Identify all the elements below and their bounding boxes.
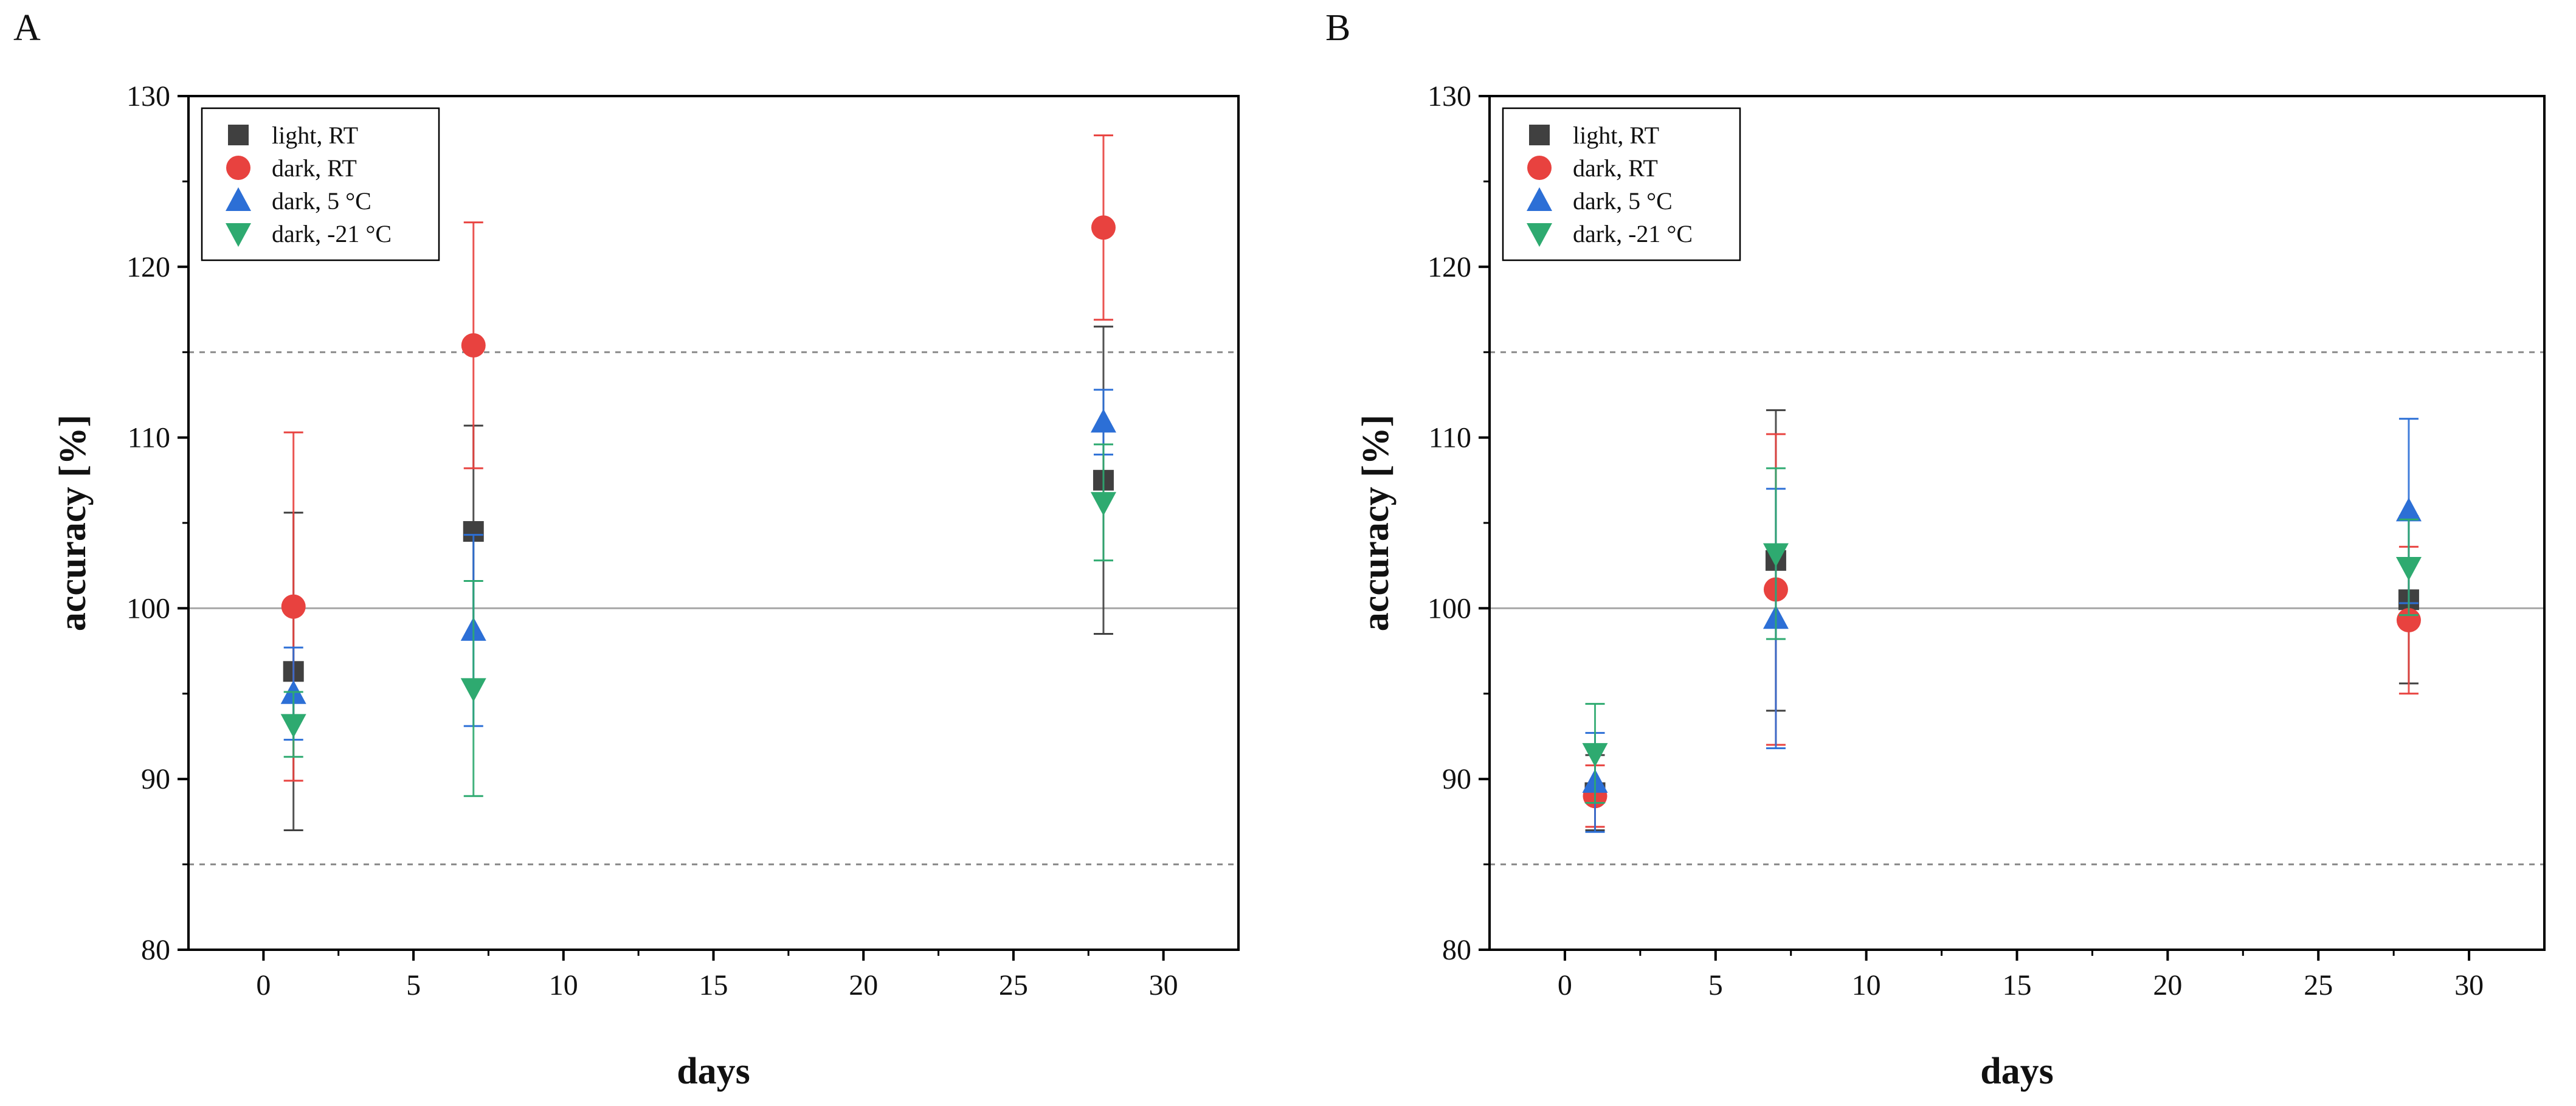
legend-marker bbox=[226, 187, 251, 211]
legend-item: dark, 5 °C bbox=[226, 187, 371, 215]
y-axis-title: accuracy [%] bbox=[1355, 415, 1397, 631]
x-axis-title: days bbox=[677, 1051, 750, 1092]
data-point bbox=[460, 678, 486, 702]
series-dark-5-c bbox=[1582, 418, 2422, 833]
series-light-rt bbox=[283, 325, 1114, 831]
legend-marker bbox=[226, 223, 251, 247]
legend-label: dark, 5 °C bbox=[272, 187, 371, 215]
x-tick-label: 0 bbox=[1558, 969, 1572, 1001]
data-point bbox=[1090, 409, 1116, 433]
y-tick-label: 110 bbox=[1429, 422, 1471, 454]
legend-marker bbox=[1527, 156, 1552, 180]
series-dark-5-c bbox=[280, 389, 1116, 741]
legend-item: light, RT bbox=[228, 122, 358, 149]
data-point bbox=[1763, 543, 1789, 567]
y-tick-label: 100 bbox=[1428, 592, 1471, 624]
data-point bbox=[1090, 492, 1116, 516]
legend-item: dark, RT bbox=[1527, 154, 1658, 182]
legend-label: dark, RT bbox=[1573, 154, 1658, 182]
legend-label: light, RT bbox=[272, 122, 358, 149]
series-dark-rt bbox=[1583, 433, 2421, 828]
x-tick-label: 25 bbox=[999, 969, 1028, 1001]
x-tick-label: 30 bbox=[2454, 969, 2484, 1001]
legend-marker bbox=[1527, 187, 1552, 211]
legend-item: dark, 5 °C bbox=[1527, 187, 1673, 215]
legend-label: light, RT bbox=[1573, 122, 1659, 149]
y-tick-label: 80 bbox=[1442, 934, 1471, 966]
legend: light, RT dark, RT dark, 5 °C dark, -21 °C bbox=[1502, 107, 1741, 261]
legend-marker bbox=[226, 156, 250, 180]
legend-marker bbox=[1529, 125, 1550, 145]
chart-panel-a: 0 5 10 15 20 25 30 80 90 100 110 120 130 days accuracy… bbox=[52, 80, 1240, 1092]
y-tick-label: 110 bbox=[128, 422, 170, 454]
chart-panel-b: 0 5 10 15 20 25 30 80 90 100 110 120 130 days accuracy… bbox=[1355, 80, 2546, 1092]
y-tick-label: 130 bbox=[126, 80, 170, 112]
x-tick-label: 0 bbox=[256, 969, 271, 1001]
x-tick-label: 15 bbox=[699, 969, 728, 1001]
data-point bbox=[1582, 743, 1608, 767]
series-dark-21-c bbox=[280, 443, 1116, 797]
legend-marker bbox=[1527, 223, 1552, 247]
x-tick-label: 20 bbox=[849, 969, 878, 1001]
data-point bbox=[1091, 215, 1116, 240]
y-tick-label: 90 bbox=[1442, 763, 1471, 795]
y-axis-title: accuracy [%] bbox=[52, 415, 94, 631]
series-light-rt bbox=[1584, 409, 2419, 831]
legend-label: dark, 5 °C bbox=[1573, 187, 1673, 215]
legend-label: dark, RT bbox=[272, 154, 357, 182]
data-point bbox=[2396, 608, 2421, 633]
x-tick-label: 30 bbox=[1149, 969, 1178, 1001]
legend-item: dark, -21 °C bbox=[226, 220, 392, 247]
panel-letter-b: B bbox=[1325, 7, 1350, 49]
panel-letter-a: A bbox=[13, 7, 41, 49]
data-point bbox=[461, 333, 486, 358]
x-tick-label: 5 bbox=[1708, 969, 1723, 1001]
legend-label: dark, -21 °C bbox=[1573, 220, 1693, 247]
x-tick-label: 5 bbox=[406, 969, 421, 1001]
data-point bbox=[2395, 497, 2422, 522]
x-tick-label: 25 bbox=[2304, 969, 2333, 1001]
legend-item: light, RT bbox=[1529, 122, 1659, 149]
legend: light, RT dark, RT dark, 5 °C dark, -21 °C bbox=[201, 107, 440, 261]
y-tick-label: 120 bbox=[1428, 251, 1471, 283]
data-point bbox=[280, 714, 306, 738]
x-tick-label: 15 bbox=[2003, 969, 2032, 1001]
y-tick-label: 90 bbox=[141, 763, 170, 795]
data-point bbox=[281, 594, 306, 619]
legend-item: dark, RT bbox=[226, 154, 357, 182]
x-tick-label: 10 bbox=[549, 969, 578, 1001]
y-tick-label: 120 bbox=[126, 251, 170, 283]
y-tick-label: 100 bbox=[126, 592, 170, 624]
y-tick-label: 80 bbox=[141, 934, 170, 966]
x-axis-title: days bbox=[1980, 1051, 2054, 1092]
legend-item: dark, -21 °C bbox=[1527, 220, 1693, 247]
legend-marker bbox=[228, 125, 249, 145]
y-tick-label: 130 bbox=[1428, 80, 1471, 112]
data-point bbox=[2395, 557, 2422, 581]
series-dark-21-c bbox=[1582, 467, 2422, 804]
legend-label: dark, -21 °C bbox=[272, 220, 392, 247]
x-tick-label: 20 bbox=[2153, 969, 2182, 1001]
x-tick-label: 10 bbox=[1852, 969, 1881, 1001]
